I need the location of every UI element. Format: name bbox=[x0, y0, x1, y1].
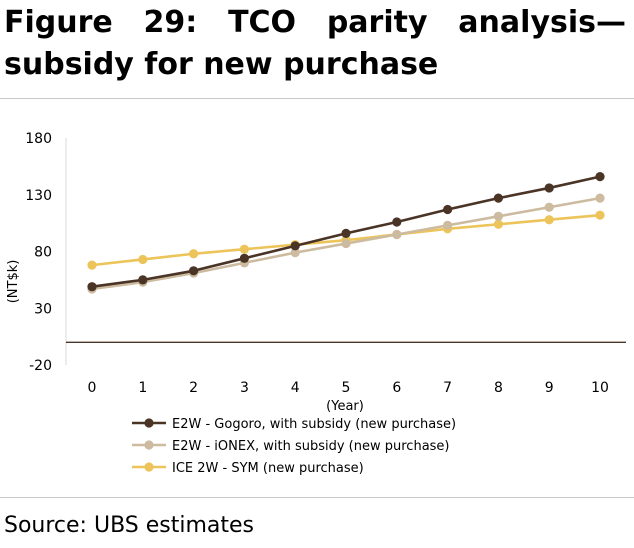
data-point bbox=[392, 217, 402, 227]
legend-label: E2W - Gogoro, with subsidy (new purchase… bbox=[172, 417, 456, 432]
data-point bbox=[595, 210, 605, 220]
x-tick-label: 0 bbox=[88, 380, 97, 396]
figure-title-line-1: Figure 29: TCO parity analysis— bbox=[4, 5, 626, 40]
data-point bbox=[341, 228, 351, 238]
data-point bbox=[595, 171, 605, 182]
x-tick-label: 3 bbox=[240, 380, 249, 396]
figure-title: Figure 29: TCO parity analysis— subsidy … bbox=[4, 2, 626, 86]
x-tick-label: 1 bbox=[138, 380, 147, 396]
data-point bbox=[544, 215, 554, 225]
data-point bbox=[138, 254, 148, 265]
data-point bbox=[443, 220, 453, 230]
data-point bbox=[595, 193, 605, 203]
x-tick-label: 4 bbox=[291, 380, 300, 396]
data-point bbox=[239, 253, 249, 263]
data-point bbox=[341, 238, 351, 249]
x-tick-label: 5 bbox=[342, 380, 351, 396]
legend-swatch-marker bbox=[144, 462, 154, 472]
y-axis-title: (NT$k) bbox=[6, 260, 21, 304]
legend-swatch-marker bbox=[144, 440, 154, 450]
data-point bbox=[493, 193, 503, 203]
line-chart: -20 30 80 130 180 0 1 2 3 4 5 6 7 8 9 10 (Year) (NT$k) E2W… bbox=[6, 131, 626, 476]
data-point bbox=[392, 229, 402, 240]
data-point bbox=[544, 202, 554, 212]
x-tick-label: 10 bbox=[591, 380, 609, 396]
y-tick-label: 30 bbox=[34, 301, 52, 317]
x-axis-title: (Year) bbox=[326, 399, 364, 414]
legend-swatch-marker bbox=[144, 418, 154, 428]
top-divider bbox=[0, 98, 634, 99]
y-tick-label: 80 bbox=[34, 245, 52, 261]
data-point bbox=[493, 219, 503, 229]
bottom-divider bbox=[0, 497, 634, 498]
x-tick-label: 2 bbox=[189, 380, 198, 396]
x-tick-label: 9 bbox=[545, 380, 554, 396]
x-tick-label: 8 bbox=[494, 380, 503, 396]
data-point bbox=[290, 248, 300, 258]
data-point bbox=[138, 275, 148, 285]
data-point bbox=[443, 204, 453, 215]
y-tick-label: 130 bbox=[25, 188, 52, 204]
x-tick-label: 7 bbox=[443, 380, 452, 396]
data-point bbox=[239, 244, 249, 254]
figure-title-line-2: subsidy for new purchase bbox=[4, 47, 439, 82]
legend-label: ICE 2W - SYM (new purchase) bbox=[172, 461, 364, 476]
y-tick-label: 180 bbox=[25, 131, 52, 147]
legend-label: E2W - iONEX, with subsidy (new purchase) bbox=[172, 439, 450, 454]
x-tick-label: 6 bbox=[392, 380, 401, 396]
data-point bbox=[493, 211, 503, 221]
source-note: Source: UBS estimates bbox=[4, 513, 255, 538]
data-point bbox=[87, 282, 97, 292]
data-point bbox=[544, 183, 554, 193]
y-tick-label: -20 bbox=[29, 358, 52, 374]
data-point bbox=[87, 260, 97, 270]
data-point bbox=[189, 266, 199, 276]
data-point bbox=[290, 241, 300, 251]
data-point bbox=[189, 249, 199, 259]
